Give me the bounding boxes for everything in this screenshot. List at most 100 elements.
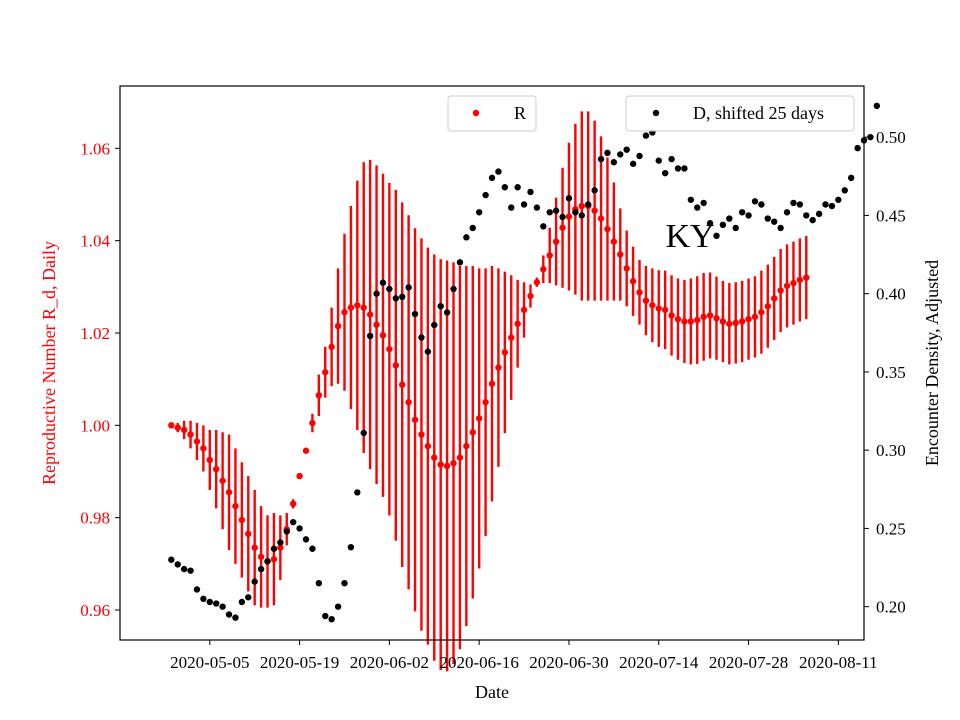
d-point bbox=[309, 545, 316, 552]
r-point bbox=[334, 322, 342, 330]
d-point bbox=[841, 187, 848, 194]
y-axis-left-label: Reproductive Number R_d, Daily bbox=[39, 241, 59, 485]
r-point bbox=[591, 207, 598, 214]
legend-d-frame bbox=[625, 95, 855, 132]
r-point bbox=[238, 516, 246, 524]
r-point bbox=[694, 316, 701, 324]
y-left-tick-label: 1.02 bbox=[80, 324, 110, 343]
y-axis-left: 0.96 0.98 1.00 1.02 1.04 1.06 bbox=[80, 139, 120, 620]
d-point bbox=[591, 187, 598, 194]
r-point bbox=[379, 332, 387, 339]
d-point bbox=[399, 293, 406, 301]
d-point bbox=[245, 594, 252, 601]
x-tick-label: 2020-06-02 bbox=[350, 653, 429, 672]
d-point bbox=[289, 518, 297, 526]
x-tick-label: 2020-07-14 bbox=[619, 653, 699, 672]
r-point bbox=[456, 454, 464, 461]
d-point bbox=[604, 149, 611, 157]
d-point bbox=[180, 565, 188, 573]
r-error-bars bbox=[176, 111, 808, 672]
d-point bbox=[629, 160, 637, 167]
d-point bbox=[418, 334, 425, 341]
legend-r: R bbox=[447, 95, 537, 132]
r-point bbox=[803, 274, 810, 281]
r-point bbox=[488, 380, 496, 387]
r-point bbox=[578, 202, 585, 210]
r-point bbox=[559, 224, 566, 231]
y-left-tick-label: 0.98 bbox=[80, 509, 110, 528]
r-point bbox=[642, 297, 650, 304]
r-point bbox=[360, 304, 367, 311]
r-point bbox=[783, 282, 791, 290]
x-axis: 2020-05-05 2020-05-19 2020-06-02 2020-06-16… bbox=[170, 640, 878, 672]
x-tick-label: 2020-05-05 bbox=[170, 653, 249, 672]
r-point bbox=[328, 343, 335, 351]
d-point bbox=[411, 310, 419, 318]
r-point bbox=[495, 364, 502, 371]
d-point bbox=[463, 234, 470, 241]
d-point bbox=[751, 198, 759, 205]
r-point bbox=[655, 305, 662, 312]
r-point bbox=[296, 472, 303, 480]
d-point bbox=[501, 184, 509, 191]
r-point bbox=[347, 304, 355, 311]
r-point bbox=[700, 313, 707, 321]
r-point bbox=[302, 447, 310, 454]
r-point bbox=[771, 295, 778, 302]
d-point bbox=[296, 525, 303, 532]
d-point bbox=[790, 199, 797, 207]
r-point bbox=[758, 309, 765, 316]
r-point bbox=[565, 213, 573, 220]
r-point bbox=[257, 553, 265, 561]
d-point bbox=[719, 221, 727, 229]
d-point bbox=[565, 195, 573, 202]
y-left-tick-label: 1.00 bbox=[80, 416, 110, 435]
x-tick-label: 2020-05-19 bbox=[260, 653, 339, 672]
r-point bbox=[540, 266, 547, 273]
d-point bbox=[847, 174, 855, 182]
d-point bbox=[559, 213, 566, 221]
d-point bbox=[379, 279, 387, 286]
d-point bbox=[354, 489, 361, 496]
d-point bbox=[193, 586, 201, 593]
r-point bbox=[501, 349, 509, 356]
d-point bbox=[424, 348, 432, 355]
d-point bbox=[495, 168, 502, 175]
d-point bbox=[706, 220, 714, 227]
y-left-tick-label: 1.04 bbox=[80, 232, 110, 251]
y-right-tick-label: 0.35 bbox=[876, 363, 906, 382]
r-point bbox=[450, 459, 457, 467]
d-point bbox=[738, 209, 746, 216]
r-point bbox=[315, 392, 323, 399]
d-point bbox=[585, 201, 592, 208]
d-point bbox=[520, 201, 528, 208]
r-point bbox=[636, 289, 643, 296]
d-point bbox=[732, 224, 739, 232]
r-point bbox=[277, 544, 284, 551]
d-point bbox=[238, 598, 246, 606]
d-point bbox=[546, 209, 553, 216]
y-left-tick-label: 0.96 bbox=[80, 601, 110, 620]
r-point bbox=[745, 315, 752, 323]
d-point bbox=[758, 201, 765, 208]
plot-area bbox=[168, 102, 881, 672]
r-point bbox=[687, 318, 695, 325]
r-point bbox=[443, 462, 451, 470]
r-point bbox=[674, 315, 682, 323]
d-point bbox=[347, 543, 355, 551]
d-point bbox=[655, 157, 662, 164]
x-axis-label: Date bbox=[475, 682, 509, 702]
d-point bbox=[540, 223, 547, 230]
y-right-tick-label: 0.45 bbox=[876, 206, 906, 225]
d-point bbox=[661, 169, 669, 177]
d-point bbox=[867, 133, 874, 141]
r-point bbox=[322, 369, 329, 376]
r-point bbox=[251, 544, 258, 551]
d-point bbox=[386, 285, 393, 293]
r-point bbox=[520, 306, 528, 314]
y-right-tick-label: 0.20 bbox=[876, 598, 906, 617]
d-point bbox=[828, 202, 836, 210]
d-point bbox=[283, 528, 290, 535]
r-point bbox=[270, 556, 278, 563]
r-point bbox=[174, 424, 181, 431]
